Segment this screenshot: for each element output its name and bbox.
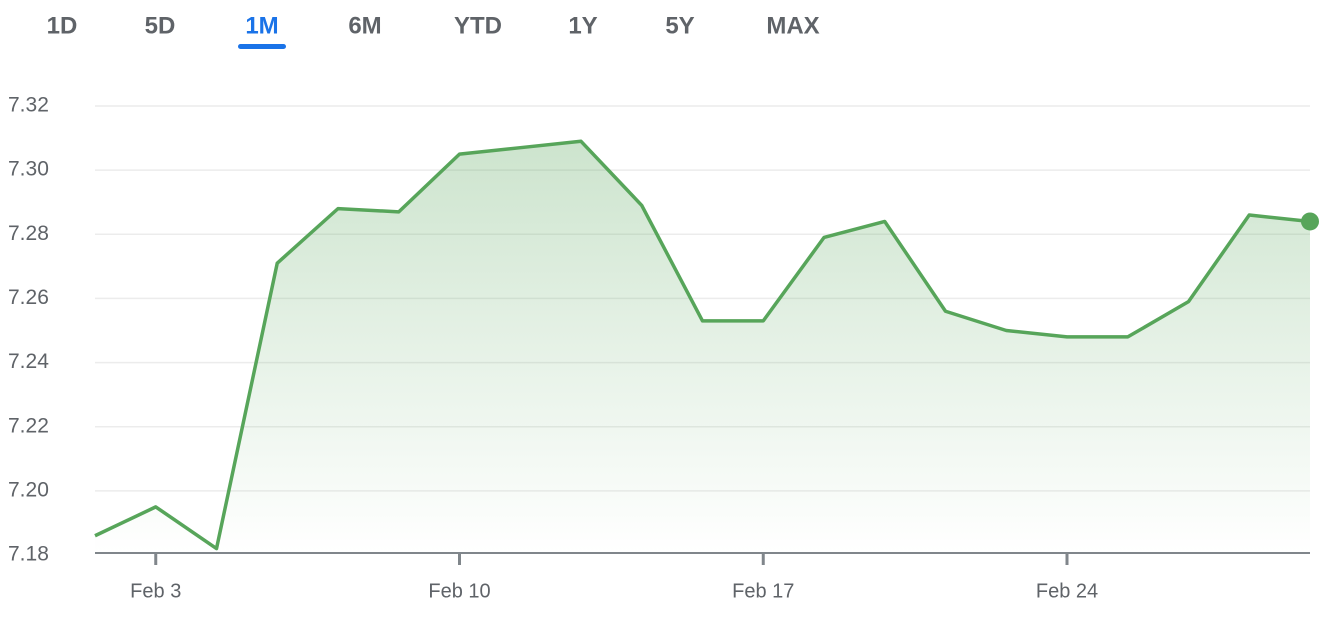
y-tick-label: 7.30 — [8, 158, 49, 181]
range-tab[interactable]: YTD — [454, 12, 502, 39]
range-tab[interactable]: 1D — [47, 12, 78, 39]
end-marker — [1301, 212, 1319, 231]
tab-underline — [238, 44, 286, 49]
y-tick-label: 7.22 — [8, 414, 49, 437]
range-tab[interactable]: MAX — [766, 12, 819, 39]
x-tick-label: Feb 3 — [130, 580, 181, 602]
x-tick-label: Feb 17 — [732, 580, 794, 602]
area-fill — [95, 141, 1310, 553]
y-tick-label: 7.20 — [8, 478, 49, 501]
price-line — [94, 139, 1311, 551]
x-tick-label: Feb 24 — [1036, 580, 1098, 602]
y-tick-label: 7.24 — [8, 350, 49, 373]
range-tab[interactable]: 6M — [348, 12, 381, 39]
y-tick-label: 7.28 — [8, 222, 49, 245]
range-tab[interactable]: 1M — [245, 12, 278, 39]
y-tick-label: 7.18 — [8, 543, 49, 566]
range-tab[interactable]: 5Y — [665, 12, 694, 39]
range-tab[interactable]: 1Y — [568, 12, 597, 39]
x-tick-label: Feb 10 — [428, 580, 490, 602]
y-tick-label: 7.26 — [8, 286, 49, 309]
range-tab[interactable]: 5D — [145, 12, 176, 39]
y-tick-label: 7.32 — [8, 94, 49, 117]
